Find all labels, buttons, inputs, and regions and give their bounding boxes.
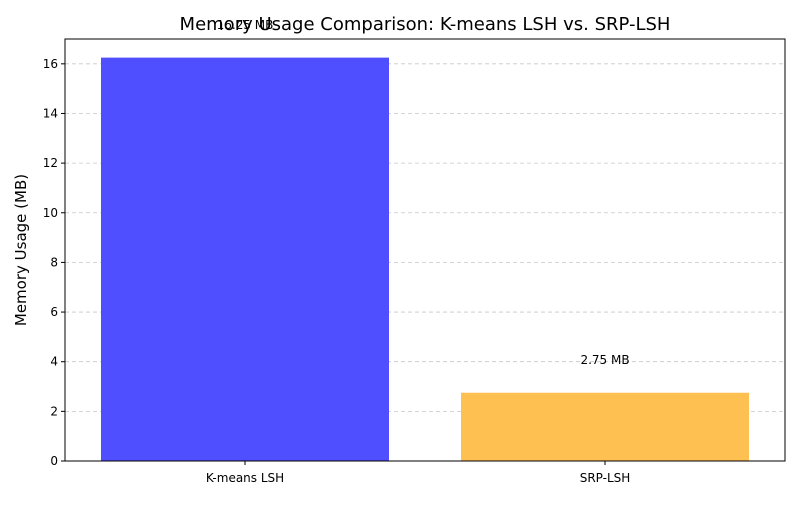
x-tick-label: SRP-LSH (580, 471, 631, 485)
y-tick-label: 6 (50, 305, 58, 319)
y-tick-label: 12 (43, 156, 58, 170)
chart-title: Memory Usage Comparison: K-means LSH vs.… (180, 14, 671, 35)
y-tick-label: 16 (43, 57, 58, 71)
y-axis-label: Memory Usage (MB) (12, 174, 30, 326)
bar-value-label: 2.75 MB (580, 353, 629, 367)
bar-srp-lsh (461, 392, 749, 461)
y-tick-label: 4 (50, 355, 58, 369)
y-tick-label: 14 (43, 106, 58, 120)
y-tick-label: 0 (50, 454, 58, 468)
data-labels: 16.25 MB 2.75 MB (217, 18, 630, 367)
x-axis-ticks: K-means LSH SRP-LSH (206, 461, 630, 485)
plot-frame (64, 38, 786, 462)
bars (101, 57, 749, 461)
y-axis-ticks: 0 2 4 6 8 10 12 14 16 (43, 57, 65, 468)
bar-value-label: 16.25 MB (217, 18, 274, 32)
y-tick-label: 10 (43, 206, 58, 220)
bar-k-means-lsh (101, 57, 389, 461)
x-tick-label: K-means LSH (206, 471, 284, 485)
y-tick-label: 2 (50, 404, 58, 418)
y-tick-label: 8 (50, 255, 58, 269)
